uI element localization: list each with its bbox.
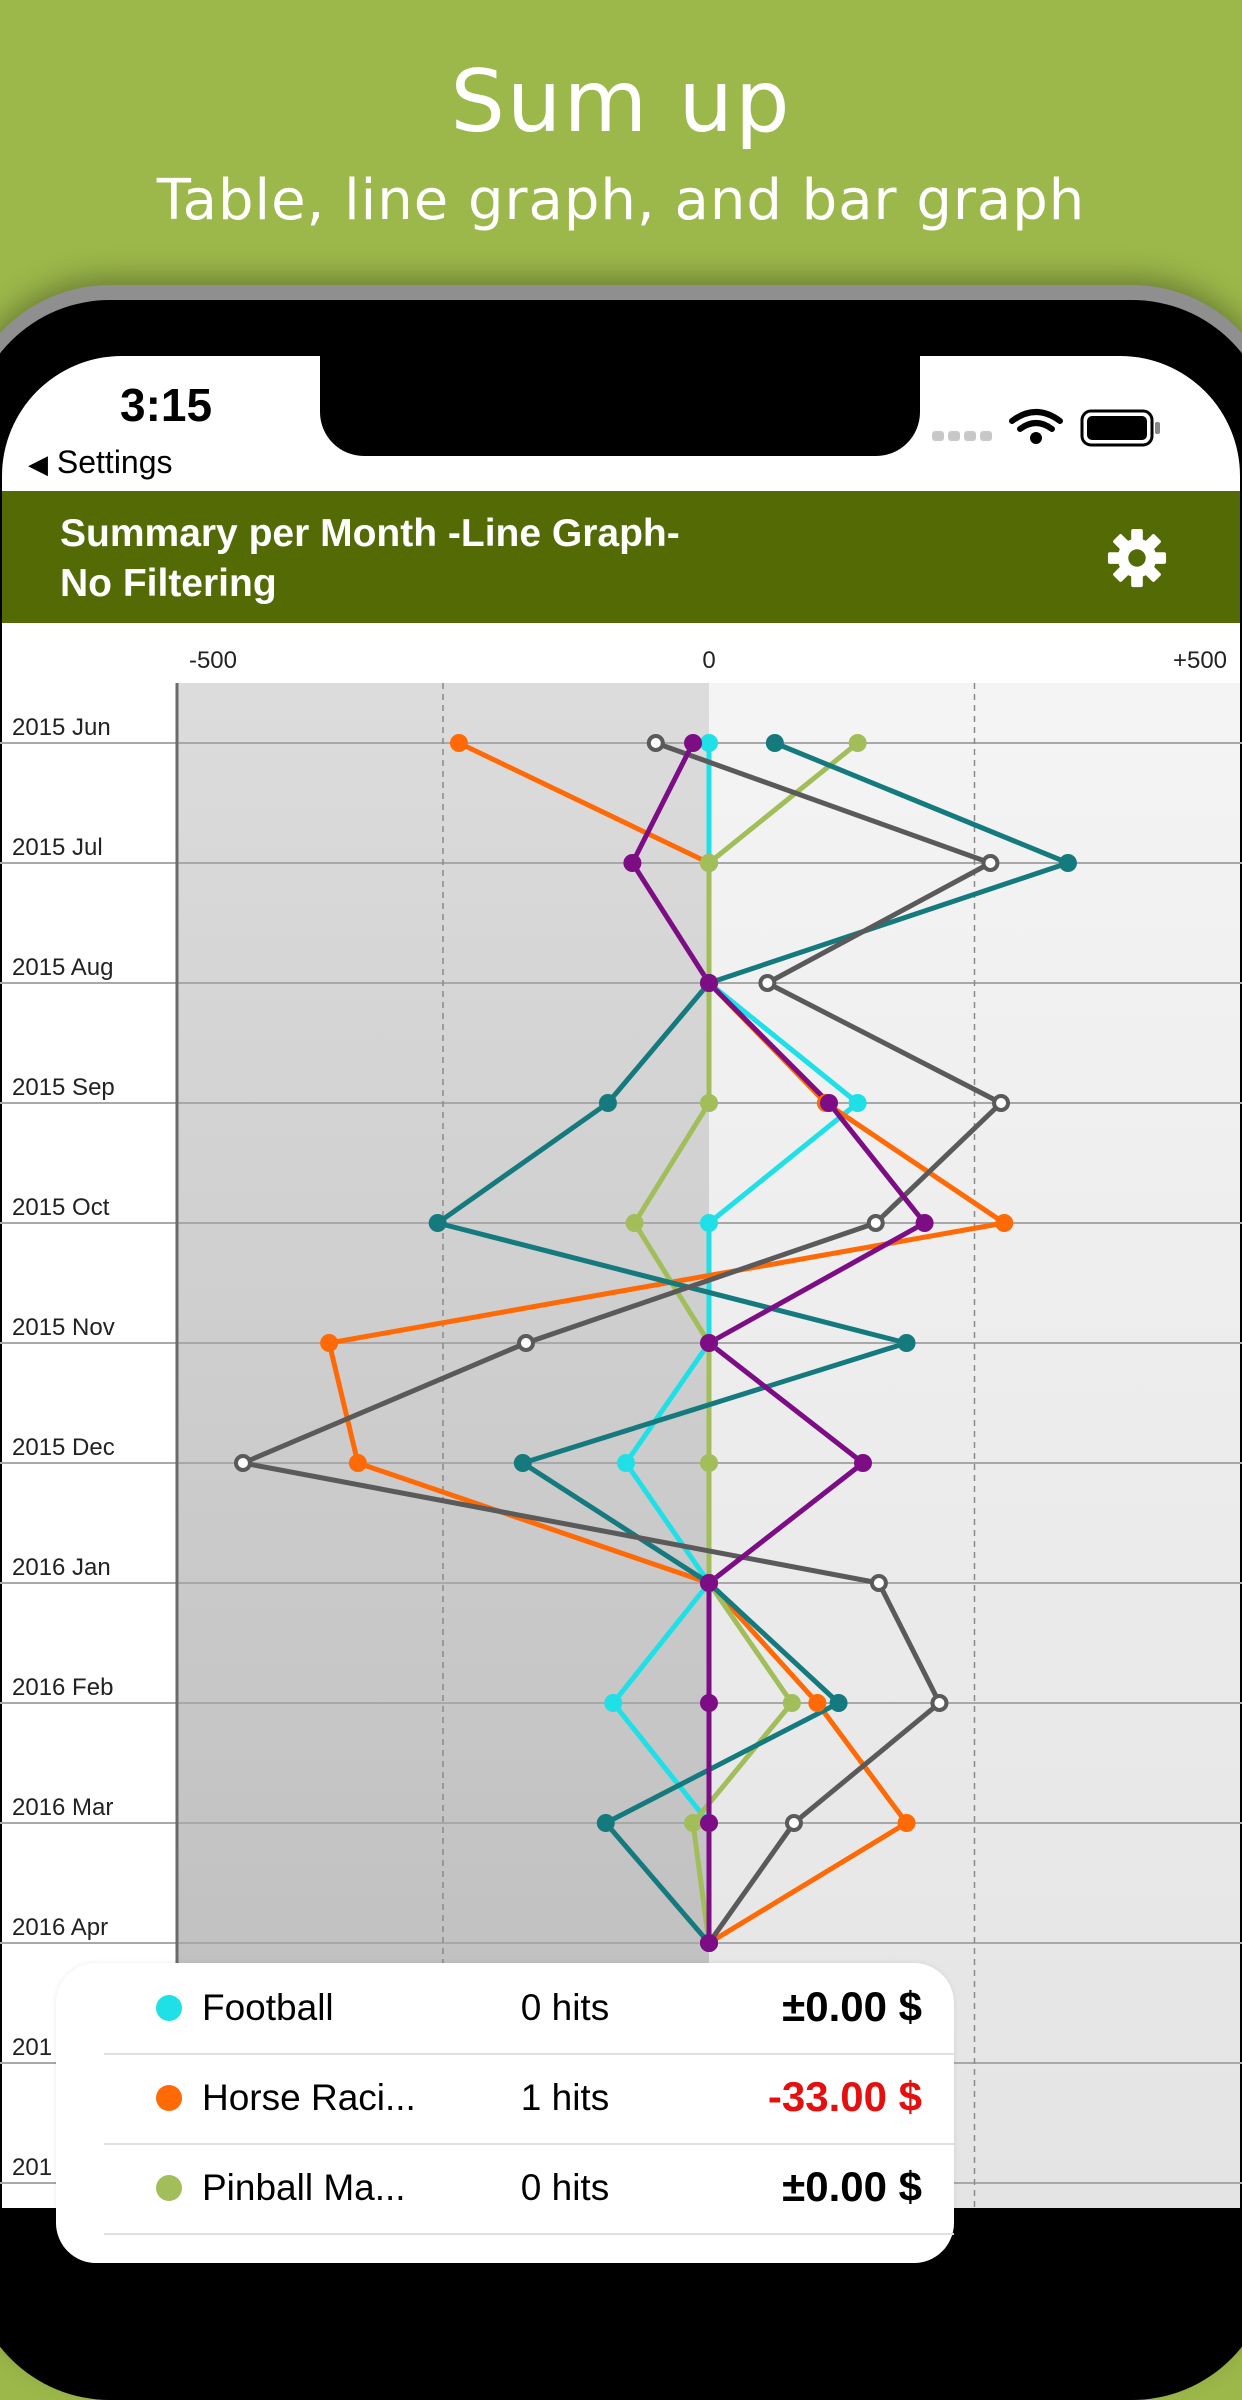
data-point bbox=[853, 1454, 872, 1472]
data-point bbox=[992, 1094, 1011, 1112]
data-point bbox=[848, 1094, 867, 1112]
signal-icon bbox=[932, 431, 992, 441]
data-point bbox=[513, 1454, 532, 1472]
legend-hits: 0 hits bbox=[520, 2167, 610, 2208]
data-point bbox=[869, 1574, 888, 1592]
x-tick-label: -500 bbox=[189, 647, 237, 674]
data-point bbox=[915, 1214, 934, 1232]
legend-hits: 0 hits bbox=[520, 1987, 610, 2028]
back-arrow-icon: ◀ bbox=[28, 449, 48, 479]
data-point bbox=[700, 1214, 718, 1232]
data-point bbox=[604, 1694, 623, 1712]
data-point bbox=[848, 734, 867, 752]
data-point bbox=[684, 1814, 703, 1832]
data-point bbox=[617, 1454, 636, 1472]
data-point bbox=[700, 734, 718, 752]
data-point bbox=[820, 1094, 839, 1112]
legend-name: Horse Raci... bbox=[202, 2077, 416, 2118]
status-time: 3:15 bbox=[120, 379, 213, 431]
x-tick-label: 0 bbox=[702, 647, 715, 674]
data-point bbox=[930, 1694, 949, 1712]
category-label: 2016 Jan bbox=[12, 1554, 111, 1581]
data-point bbox=[700, 854, 718, 872]
legend-amount: ±0.00 $ bbox=[782, 2163, 922, 2210]
category-label: 2015 Dec bbox=[12, 1434, 115, 1461]
legend-hits: 1 hits bbox=[520, 2077, 610, 2118]
status-icons bbox=[932, 409, 1160, 447]
data-point bbox=[700, 1694, 718, 1712]
data-point bbox=[1058, 854, 1077, 872]
data-point bbox=[320, 1334, 339, 1352]
data-point bbox=[765, 734, 784, 752]
legend-amount: -33.00 $ bbox=[767, 2073, 922, 2120]
data-point bbox=[782, 1694, 801, 1712]
data-point bbox=[598, 1094, 617, 1112]
back-label: Settings bbox=[56, 444, 173, 480]
legend-amount: ±0.00 $ bbox=[782, 1983, 922, 2030]
promo-subtitle: Table, line graph, and bar graph bbox=[156, 168, 1086, 233]
line-chart: -500 0 +500 2015 Jun 2015 Jul 2015 Aug 2015 S… bbox=[0, 623, 1242, 2208]
data-point bbox=[829, 1694, 848, 1712]
line-chart-svg: -500 0 +500 2015 Jun 2015 Jul 2015 Aug 2015 S… bbox=[0, 647, 1242, 2208]
category-label: 2016 Feb bbox=[12, 1674, 113, 1701]
data-point bbox=[700, 1334, 718, 1352]
promo-title: Sum up bbox=[450, 52, 792, 152]
legend-row[interactable]: Football 0 hits ±0.00 $ bbox=[104, 1963, 954, 2055]
phone-notch bbox=[320, 356, 920, 456]
battery-icon bbox=[1080, 409, 1160, 447]
data-point bbox=[348, 1454, 367, 1472]
data-point bbox=[700, 1454, 718, 1472]
data-point bbox=[700, 1574, 718, 1592]
wifi-icon bbox=[1009, 409, 1063, 444]
back-button[interactable]: ◀ Settings bbox=[28, 444, 173, 481]
legend-row[interactable]: Pinball Ma... 0 hits ±0.00 $ bbox=[104, 2143, 954, 2235]
data-point bbox=[700, 1934, 718, 1952]
category-label: 2015 Sep bbox=[12, 1074, 115, 1101]
legend-dot bbox=[156, 1995, 182, 2021]
legend-name: Pinball Ma... bbox=[202, 2167, 406, 2208]
data-point bbox=[700, 1094, 718, 1112]
data-point bbox=[981, 854, 1000, 872]
data-point bbox=[897, 1334, 916, 1352]
category-label: 2016 Apr bbox=[12, 1914, 108, 1941]
data-point bbox=[625, 1214, 644, 1232]
category-label: 201 bbox=[12, 2154, 52, 2181]
data-point bbox=[897, 1814, 916, 1832]
category-label: 2015 Jul bbox=[12, 834, 103, 861]
category-label: 2016 Mar bbox=[12, 1794, 113, 1821]
category-label: 2015 Oct bbox=[12, 1194, 110, 1221]
category-label: 2015 Jun bbox=[12, 714, 111, 741]
category-label: 201 bbox=[12, 2034, 52, 2061]
data-point bbox=[758, 974, 777, 992]
legend-row[interactable]: Horse Raci... 1 hits -33.00 $ bbox=[104, 2053, 954, 2145]
page-title: Summary per Month -Line Graph- No Filter… bbox=[60, 512, 680, 605]
category-label: 2015 Nov bbox=[12, 1314, 115, 1341]
legend-panel: Football 0 hits ±0.00 $ Horse Raci... 1 … bbox=[56, 1963, 954, 2263]
data-point bbox=[233, 1454, 252, 1472]
gear-icon[interactable] bbox=[1106, 527, 1168, 589]
data-point bbox=[700, 974, 718, 992]
data-point bbox=[995, 1214, 1014, 1232]
data-point bbox=[866, 1214, 885, 1232]
legend-dot bbox=[156, 2085, 182, 2111]
data-point bbox=[596, 1814, 615, 1832]
data-point bbox=[784, 1814, 803, 1832]
data-point bbox=[808, 1694, 827, 1712]
data-point bbox=[516, 1334, 535, 1352]
data-point bbox=[449, 734, 468, 752]
x-tick-label: +500 bbox=[1173, 647, 1227, 674]
category-label: 2015 Aug bbox=[12, 954, 113, 981]
legend-name: Football bbox=[202, 1987, 334, 2028]
data-point bbox=[646, 734, 665, 752]
data-point bbox=[623, 854, 642, 872]
nav-bar: Summary per Month -Line Graph- No Filter… bbox=[2, 491, 1240, 623]
data-point bbox=[428, 1214, 447, 1232]
data-point bbox=[700, 1814, 718, 1832]
legend-dot bbox=[156, 2175, 182, 2201]
data-point bbox=[684, 734, 703, 752]
